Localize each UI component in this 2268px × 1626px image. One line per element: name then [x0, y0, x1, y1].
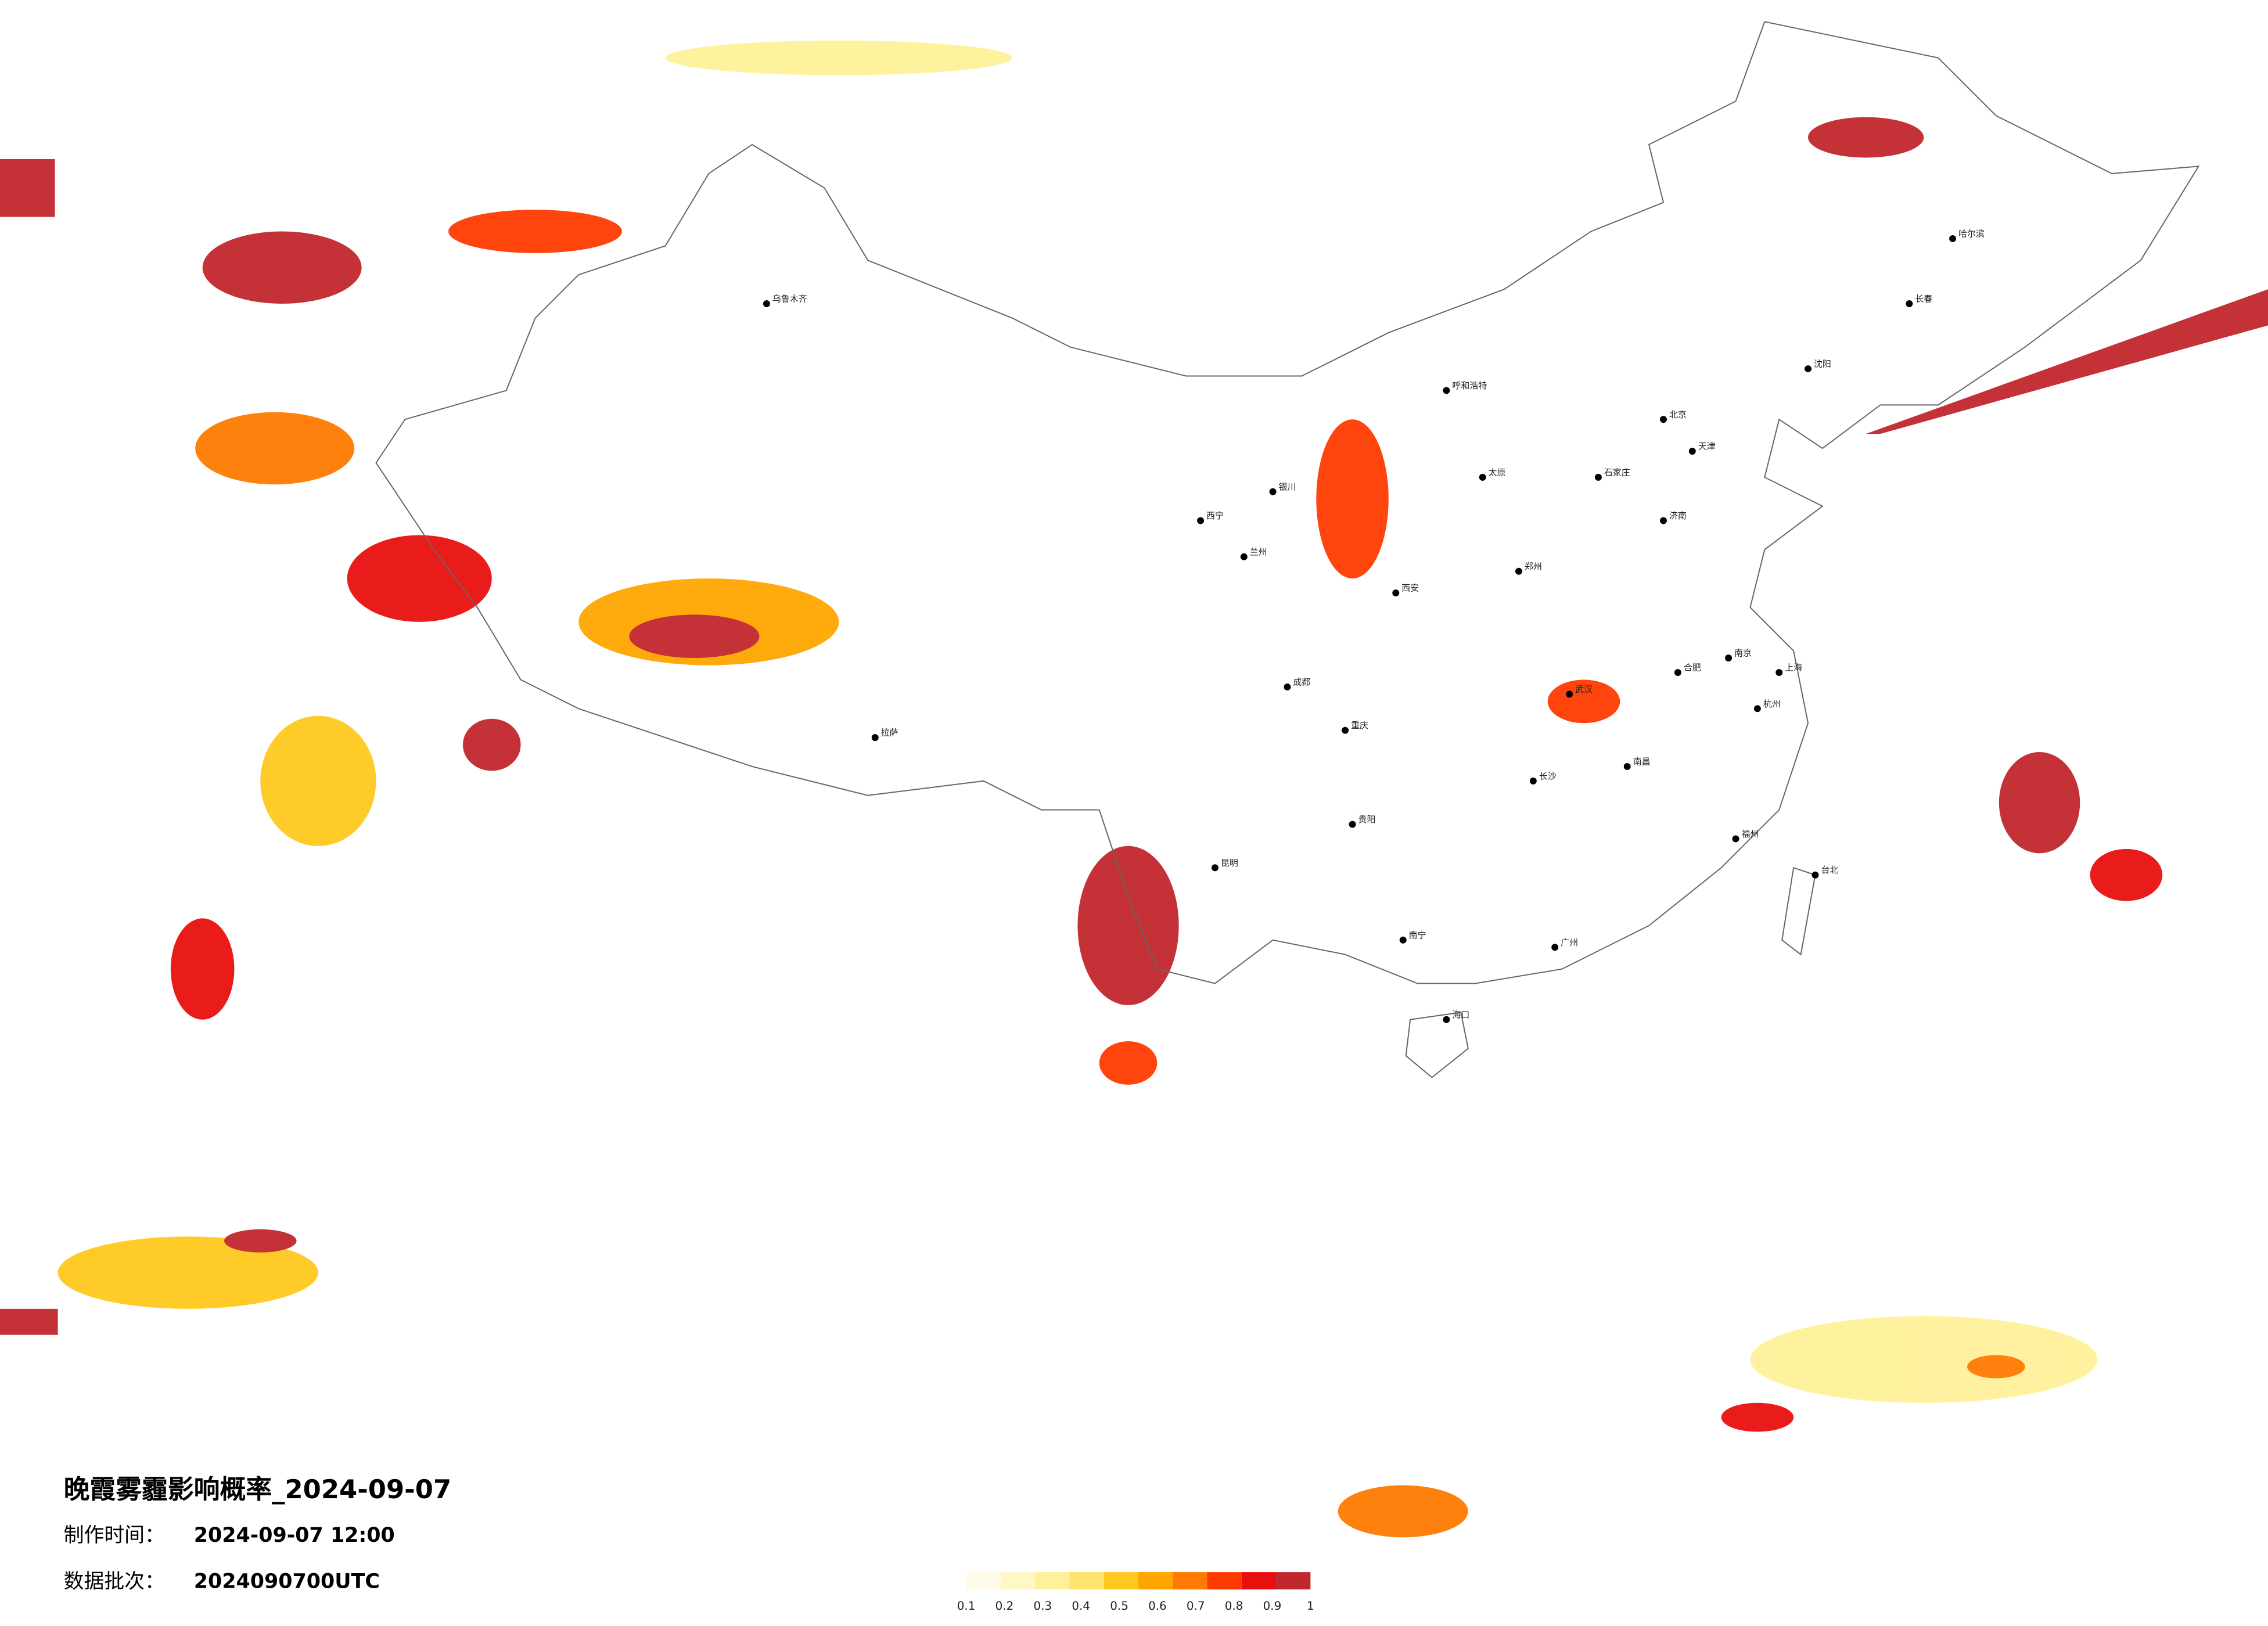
batch-label: 数据批次： — [64, 1570, 165, 1593]
city-dot — [1392, 589, 1400, 597]
legend-swatch — [966, 1572, 1001, 1589]
hainan — [1405, 1012, 1469, 1078]
city-dot — [1688, 448, 1696, 455]
city-label: 长沙 — [1539, 771, 1557, 781]
legend-label: 0.9 — [1263, 1599, 1282, 1613]
legend-label: 0.6 — [1148, 1599, 1167, 1613]
city-label: 乌鲁木齐 — [772, 294, 807, 304]
city-label: 重庆 — [1351, 720, 1368, 731]
city-label: 合肥 — [1684, 663, 1701, 673]
city-label: 南宁 — [1409, 930, 1426, 940]
city-label: 成都 — [1293, 677, 1310, 687]
city-label: 石家庄 — [1604, 467, 1630, 477]
legend-label: 0.8 — [1225, 1599, 1243, 1613]
city-label: 太原 — [1489, 467, 1506, 477]
city-label: 兰州 — [1250, 546, 1267, 557]
city-label: 杭州 — [1763, 699, 1781, 709]
legend: 0.1 0.2 0.3 0.4 0.5 0.6 0.7 0.8 0.9 1 — [957, 1572, 1314, 1613]
taiwan — [1781, 866, 1816, 956]
city-dot — [1594, 473, 1602, 481]
city-label: 南京 — [1734, 648, 1752, 659]
city-dot — [1949, 235, 1957, 242]
city-dot — [1479, 473, 1486, 481]
city-label: 广州 — [1561, 937, 1578, 948]
legend-swatch — [1138, 1572, 1173, 1589]
city-dot — [1775, 669, 1783, 677]
city-label: 沈阳 — [1814, 359, 1831, 369]
legend-swatch — [1000, 1572, 1036, 1589]
city-dot — [1269, 488, 1277, 495]
city-label: 济南 — [1669, 510, 1687, 521]
city-label: 哈尔滨 — [1958, 228, 1985, 239]
legend-label: 0.5 — [1110, 1599, 1128, 1613]
city-label: 郑州 — [1525, 561, 1542, 571]
city-dot — [1342, 726, 1349, 734]
city-dot — [1660, 517, 1667, 524]
title: 晚霞雾霾影响概率_2024-09-07 — [64, 1474, 452, 1505]
city-dot — [1197, 517, 1205, 524]
legend-label: 0.4 — [1072, 1599, 1090, 1613]
city-dot — [1529, 777, 1537, 785]
legend-label: 0.3 — [1033, 1599, 1052, 1613]
city-label: 台北 — [1821, 865, 1838, 875]
legend-label: 0.1 — [957, 1599, 976, 1613]
city-label: 呼和浩特 — [1452, 380, 1487, 391]
city-label: 西安 — [1401, 583, 1419, 593]
city-label: 福州 — [1741, 829, 1759, 839]
city-dot — [1443, 1016, 1450, 1023]
city-label: 北京 — [1669, 409, 1687, 420]
city-dot — [1753, 705, 1761, 713]
city-dot — [1211, 864, 1219, 872]
legend-swatch — [1173, 1572, 1207, 1589]
city-label: 海口 — [1452, 1009, 1469, 1020]
city-dot — [1240, 553, 1248, 560]
city-dot — [1349, 821, 1356, 828]
city-dot — [1515, 567, 1522, 575]
city-dot — [1623, 762, 1631, 770]
city-label: 上海 — [1785, 663, 1802, 673]
made-label: 制作时间： — [64, 1524, 165, 1547]
city-dot — [1660, 416, 1667, 423]
legend-swatch — [1035, 1572, 1070, 1589]
city-dot — [1732, 835, 1739, 843]
city-dot — [1443, 387, 1450, 394]
city-dot — [1725, 654, 1733, 662]
china-outline — [375, 21, 2200, 984]
city-label: 拉萨 — [881, 728, 898, 738]
city-label: 昆明 — [1221, 858, 1238, 868]
legend-swatch — [1241, 1572, 1277, 1589]
city-label: 西宁 — [1206, 510, 1224, 521]
city-label: 天津 — [1698, 441, 1716, 452]
legend-swatch — [1104, 1572, 1138, 1589]
city-dot — [871, 734, 879, 742]
city-label: 长春 — [1915, 294, 1932, 304]
city-label: 武汉 — [1575, 684, 1593, 695]
city-label: 南昌 — [1633, 756, 1651, 767]
city-dot — [1805, 365, 1812, 373]
legend-label: 0.2 — [995, 1599, 1014, 1613]
made-time: 2024-09-07 12:00 — [194, 1524, 395, 1547]
city-dot — [1566, 690, 1573, 698]
city-dot — [1551, 944, 1559, 951]
legend-swatch — [1207, 1572, 1242, 1589]
city-dot — [1811, 871, 1819, 879]
city-dot — [1399, 936, 1407, 944]
legend-swatch — [1276, 1572, 1311, 1589]
city-label: 银川 — [1279, 481, 1296, 492]
city-dot — [763, 300, 770, 307]
city-dot — [1906, 300, 1913, 307]
haze-field — [0, 40, 2268, 1538]
city-dot — [1674, 669, 1681, 677]
city-dot — [1284, 683, 1291, 690]
legend-label: 0.7 — [1187, 1599, 1205, 1613]
legend-label: 1 — [1307, 1599, 1314, 1613]
legend-swatch — [1069, 1572, 1104, 1589]
batch: 2024090700UTC — [194, 1570, 380, 1593]
city-label: 贵阳 — [1358, 814, 1376, 825]
